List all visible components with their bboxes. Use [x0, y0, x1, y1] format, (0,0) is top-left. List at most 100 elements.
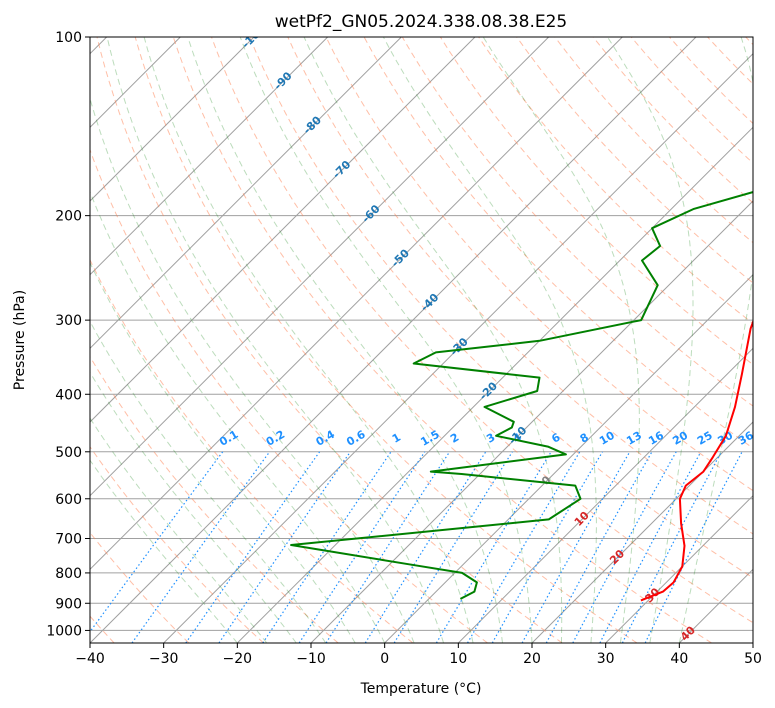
moist-adiabat-line [382, 37, 597, 643]
dry-adiabat-line [401, 37, 753, 407]
dewpoint-profile [290, 191, 753, 600]
dry-adiabat-line [745, 37, 753, 46]
isotherm-line [384, 273, 753, 643]
mixing-ratio-line [262, 451, 392, 643]
x-tick-label: −10 [296, 651, 326, 667]
moist-adiabat-line [90, 417, 268, 643]
mixing-ratio-label: 0.4 [314, 428, 338, 449]
mixing-ratio-label: 25 [695, 429, 715, 448]
y-tick-label: 400 [55, 387, 82, 403]
dry-adiabat-line [516, 37, 753, 284]
mixing-ratio-line [393, 451, 513, 643]
y-tick-label: 1000 [46, 623, 82, 639]
x-tick-label: 10 [449, 651, 467, 667]
mixing-ratio-label: 13 [624, 429, 644, 448]
dry-adiabat-line [96, 37, 563, 643]
mixing-ratio-label: 20 [670, 429, 690, 448]
dry-adiabat-line [211, 37, 753, 624]
mixing-ratio-label: 3 [484, 431, 497, 446]
y-tick-label: 800 [55, 566, 82, 582]
isotherm-line [752, 642, 753, 643]
dry-adiabat-line [90, 531, 190, 643]
inline-labels: 0.1 0.2 0.4 0.6 1 1.5 2 3 4 6 8 10 13 16 20 25 30 36-100-… [217, 37, 756, 643]
moist-adiabat-line [90, 371, 297, 643]
mixing-ratio-line [185, 451, 321, 643]
dry-adiabat-line [90, 258, 414, 643]
mixing-ratio-lines [90, 451, 743, 643]
isotherm-line [90, 37, 402, 350]
y-tick-label: 600 [55, 492, 82, 508]
moist-adiabat-line [143, 37, 474, 643]
moist-adiabat-line [106, 37, 445, 643]
x-tick-label: 40 [670, 651, 688, 667]
y-axis-label: Pressure (hPa) [12, 290, 28, 390]
mixing-ratio-line [218, 451, 351, 643]
moist-adiabat-line [482, 37, 640, 643]
dry-adiabat-line [554, 37, 753, 244]
mixing-ratio-label: 0.2 [264, 428, 287, 449]
dry-adiabat-line [592, 37, 753, 204]
mixing-ratio-line [545, 451, 653, 643]
dry-adiabat-line [134, 37, 638, 643]
isotherm-line [90, 37, 255, 202]
dry-adiabat-line [707, 37, 753, 85]
mixing-ratio-label: 10 [597, 429, 617, 448]
mixing-ratio-line [90, 451, 224, 633]
x-axis-ticks: −40 −30 −20 −10 0 10 20 30 40 50 [75, 643, 762, 667]
dry-adiabats [90, 37, 753, 643]
mixing-ratio-line [435, 451, 552, 643]
dry-adiabat-line [90, 148, 488, 643]
x-tick-label: 20 [523, 651, 541, 667]
x-axis-label: Temperature (°C) [360, 681, 482, 697]
mixing-ratio-line [599, 451, 702, 643]
mixing-ratio-line [364, 451, 487, 643]
dry-adiabat-line [90, 445, 264, 643]
mixing-ratio-line [131, 451, 271, 643]
y-tick-label: 200 [55, 209, 82, 225]
mixing-ratio-line [521, 451, 631, 643]
mixing-ratio-label: 36 [736, 429, 756, 448]
isobar-grid [90, 37, 753, 631]
isotherm-line [90, 37, 550, 497]
profile-series [290, 191, 753, 602]
moist-adiabat-line [187, 37, 503, 643]
plot-frame [89, 36, 754, 644]
dry-adiabat-line [90, 355, 339, 643]
mixing-ratio-label: 1 [390, 431, 403, 446]
dry-adiabat-line [630, 37, 753, 164]
isotherm-line [531, 421, 753, 643]
plot-area: 0.1 0.2 0.4 0.6 1 1.5 2 3 4 6 8 10 13 16 20 25 30 36-100-… [90, 37, 756, 643]
isotherm-line [163, 52, 753, 643]
moist-adiabat-line [239, 37, 533, 643]
isotherm-label: 40 [678, 623, 698, 643]
isotherm-line [90, 37, 476, 423]
moist-adiabat-line [303, 37, 563, 643]
dry-adiabat-line [478, 37, 753, 325]
moist-adiabat-line [90, 459, 238, 643]
mixing-ratio-label: 0.1 [217, 428, 240, 449]
x-tick-label: 30 [597, 651, 615, 667]
moist-adiabat-line [90, 261, 356, 643]
y-tick-label: 900 [55, 596, 82, 612]
isotherm-label: -60 [359, 202, 382, 225]
y-tick-label: 100 [55, 30, 82, 46]
isotherm-line [90, 37, 329, 276]
isotherm-line [605, 494, 753, 643]
moist-adiabat-line [607, 37, 694, 643]
x-tick-label: −20 [223, 651, 253, 667]
dry-adiabat-line [325, 37, 753, 492]
dry-adiabat-line [249, 37, 753, 579]
moist-adiabats [90, 37, 753, 643]
isotherm-line [90, 37, 623, 571]
mixing-ratio-label: 2 [448, 431, 461, 446]
x-tick-label: 0 [380, 651, 389, 667]
moist-adiabat-line [678, 37, 753, 643]
dry-adiabat-line [172, 37, 712, 643]
moist-adiabat-line [90, 320, 327, 643]
x-tick-label: −40 [75, 651, 105, 667]
isotherm-grid [90, 37, 753, 643]
mixing-ratio-label: 16 [646, 429, 666, 448]
mixing-ratio-label: 1.5 [418, 428, 441, 449]
dry-adiabat-line [363, 37, 753, 449]
